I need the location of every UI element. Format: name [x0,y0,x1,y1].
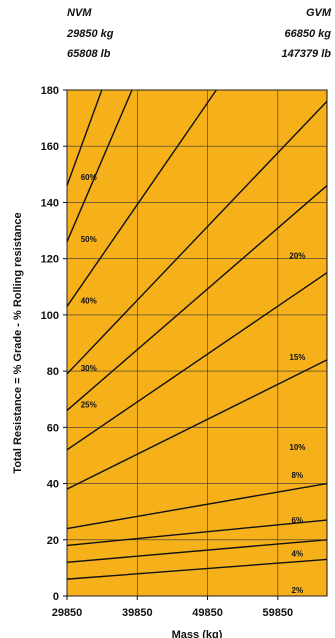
line-label-30pct: 30% [81,364,97,373]
series-line-15pct [66,272,328,451]
tick-labels: 0 20 40 60 80 100 120 140 160 180 29850 39850 49850 5… [41,85,293,619]
series-line-20pct [66,185,328,411]
y-tick-label-8: 160 [41,141,59,153]
line-label-20pct: 20% [289,252,305,261]
y-tick-label-6: 120 [41,254,59,266]
line-label-4pct: 4% [292,550,304,559]
series-line-50pct [66,89,103,186]
x-tick-label-3: 59850 [263,607,294,619]
line-label-25pct: 25% [81,401,97,410]
y-axis-title: Total Resistance = % Grade - % Rolling r… [12,212,24,473]
plot-area [66,89,328,597]
series-line-2pct [66,558,328,580]
grade-lines [66,89,328,580]
series-line-4pct [66,539,328,563]
series-line-30pct [66,89,217,307]
gvm-header-lb: 147379 lb [281,48,331,60]
gvm-header-label: GVM [306,7,332,19]
line-label-10pct: 10% [289,443,305,452]
line-label-40pct: 40% [81,297,97,306]
gvm-header-kg: 66850 kg [285,28,332,40]
line-label-2pct: 2% [292,586,304,595]
series-line-25pct [66,100,328,375]
x-tick-label-1: 39850 [122,607,153,619]
nvm-header-label: NVM [67,7,92,19]
y-tick-label-9: 180 [41,85,59,97]
y-tick-label-4: 80 [47,366,59,378]
x-tick-label-0: 29850 [52,607,83,619]
y-tick-label-1: 20 [47,535,59,547]
series-line-40pct [66,89,133,243]
y-tick-label-2: 40 [47,479,59,491]
line-label-15pct: 15% [289,353,305,362]
x-axis-title: Mass (kg) [172,629,223,638]
nvm-header-kg: 29850 kg [66,28,114,40]
grade-labels: 60% 50% 40% 30% 25% 20% 15% 10% 8% 6% 4% 2% [81,173,306,595]
y-tick-label-7: 140 [41,197,59,209]
line-label-50pct: 50% [81,235,97,244]
line-label-6pct: 6% [292,516,304,525]
nvm-header-lb: 65808 lb [67,48,111,60]
x-tick-label-2: 49850 [192,607,223,619]
series-line-6pct [66,519,328,547]
y-tick-label-5: 100 [41,310,59,322]
y-tick-label-0: 0 [53,591,59,603]
line-label-60pct: 60% [81,173,97,182]
series-line-8pct [66,482,328,530]
series-line-10pct [66,359,328,490]
y-tick-label-3: 60 [47,422,59,434]
line-label-8pct: 8% [292,471,304,480]
